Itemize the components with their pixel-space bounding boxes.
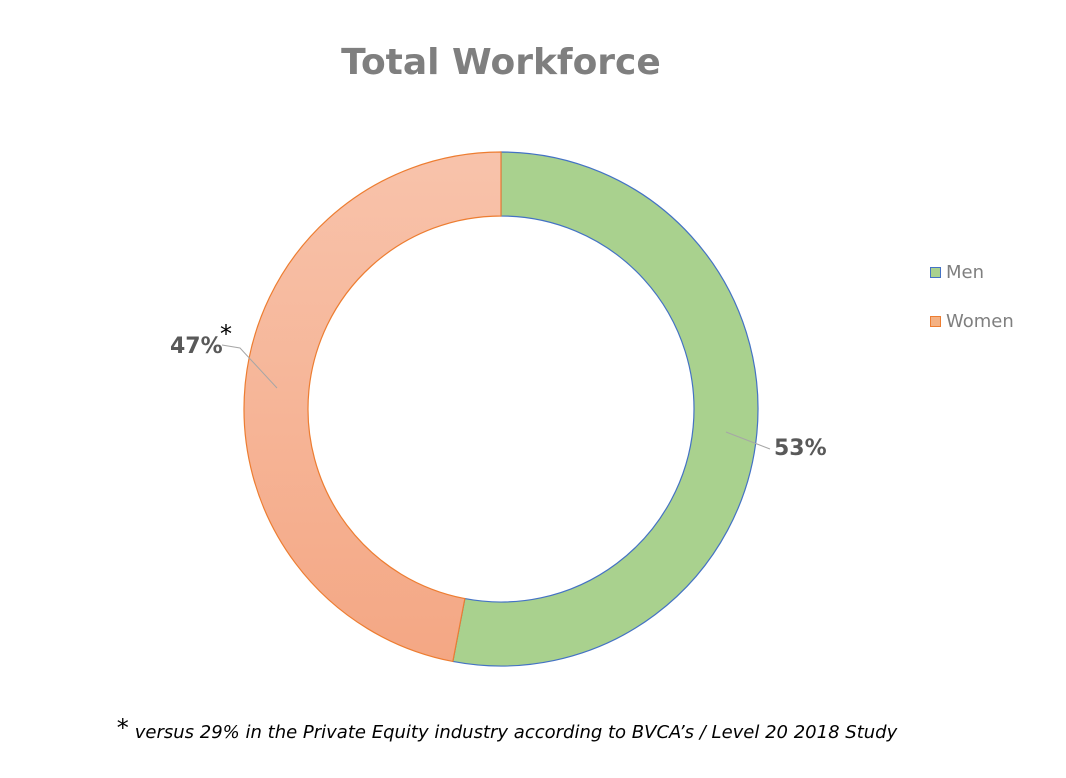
- legend-label-men: Men: [946, 261, 985, 283]
- footnote-text: versus 29% in the Private Equity industr…: [134, 722, 898, 743]
- legend-swatch-women: [930, 315, 941, 327]
- legend-item-men: Men: [930, 261, 1014, 283]
- leader-line-men: [725, 431, 771, 450]
- donut-slice-women: [243, 151, 502, 663]
- donut-slice-men: [452, 151, 759, 667]
- legend-label-women: Women: [946, 310, 1014, 332]
- footnote-marker: *: [116, 714, 129, 742]
- footnote: * versus 29% in the Private Equity indust…: [0, 714, 1014, 743]
- legend: Men Women: [930, 262, 1014, 360]
- legend-swatch-men: [930, 266, 941, 278]
- legend-item-women: Women: [930, 310, 1014, 332]
- data-label-women: 47%: [170, 334, 223, 359]
- data-label-men: 53%: [774, 436, 827, 461]
- leader-line-women: [221, 344, 278, 389]
- chart-title: Total Workforce: [341, 42, 661, 83]
- women-label-asterisk: *: [220, 320, 232, 348]
